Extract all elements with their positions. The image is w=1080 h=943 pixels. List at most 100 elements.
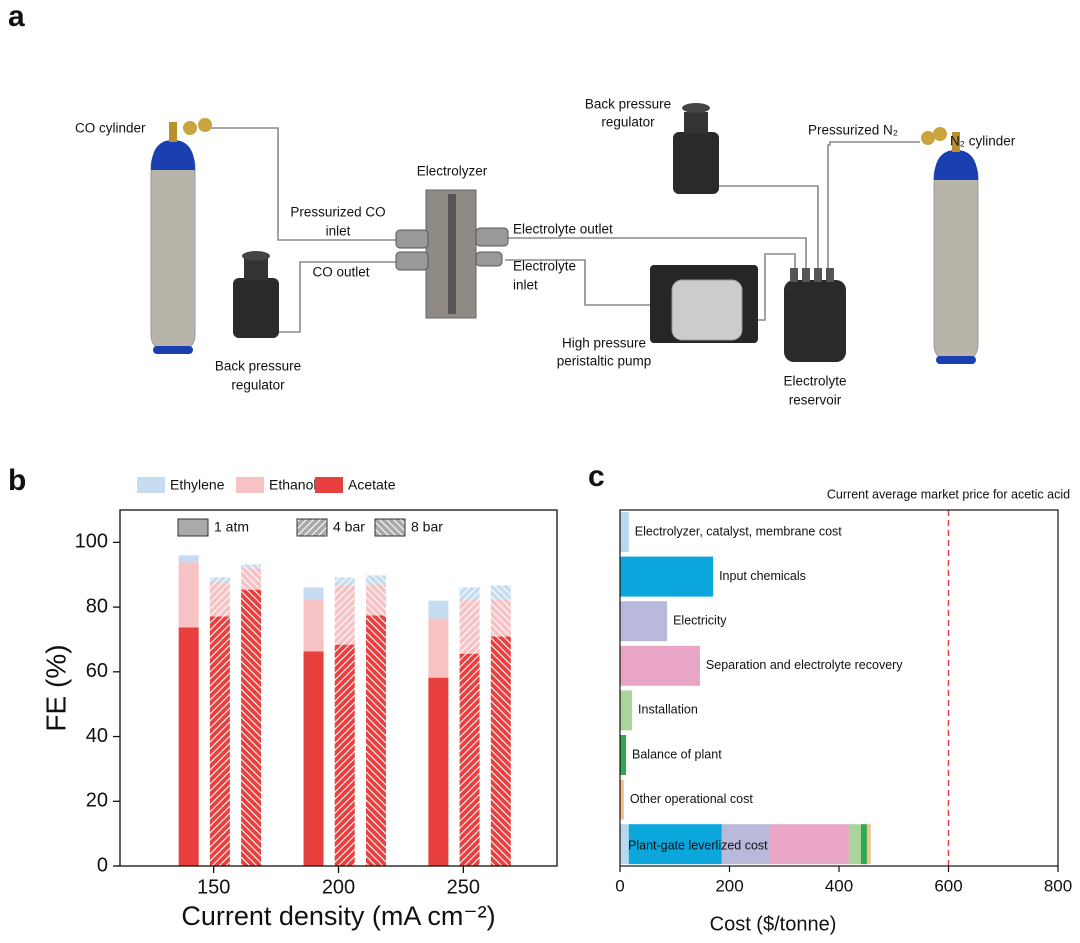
total-segment bbox=[768, 824, 849, 865]
bar-label: Other operational cost bbox=[630, 792, 754, 806]
diagram-label: Back pressure bbox=[585, 97, 671, 112]
valve bbox=[183, 121, 197, 135]
regulator-knob bbox=[244, 258, 268, 280]
x-tick-label: 400 bbox=[825, 876, 853, 895]
total-segment bbox=[721, 824, 769, 865]
legend-swatch bbox=[236, 477, 264, 493]
bar-segment bbox=[428, 677, 449, 866]
tube bbox=[827, 141, 920, 268]
fitting bbox=[790, 268, 798, 282]
tube bbox=[718, 185, 819, 268]
pattern-swatch bbox=[374, 518, 406, 537]
bar-segment bbox=[303, 651, 324, 866]
panel-letter: a bbox=[8, 0, 25, 33]
x-axis-title: Cost ($/tonne) bbox=[710, 913, 837, 935]
diagram-label: peristaltic pump bbox=[557, 354, 652, 369]
bar bbox=[620, 735, 627, 775]
bar bbox=[620, 512, 629, 552]
reservoir bbox=[784, 280, 846, 362]
bar-label: Installation bbox=[638, 703, 698, 717]
panel-letter: c bbox=[588, 460, 605, 493]
legend-label: Acetate bbox=[348, 477, 396, 493]
diagram-label: Pressurized CO bbox=[290, 205, 385, 220]
fitting bbox=[395, 251, 429, 271]
y-tick-label: 80 bbox=[86, 595, 108, 617]
tube bbox=[505, 259, 650, 306]
total-label: Plant-gate leverlized cost bbox=[628, 838, 768, 852]
y-tick-label: 40 bbox=[86, 725, 108, 747]
valve bbox=[933, 127, 947, 141]
diagram-label: regulator bbox=[601, 115, 655, 130]
electrolyzer-membrane bbox=[448, 194, 456, 314]
diagram-label: N₂ cylinder bbox=[950, 134, 1016, 149]
bar-label: Input chemicals bbox=[719, 569, 806, 583]
bar bbox=[620, 645, 700, 686]
bar-segment bbox=[365, 575, 386, 585]
bar-segment bbox=[334, 585, 355, 645]
legend-swatch bbox=[315, 477, 343, 493]
x-tick-label: 200 bbox=[715, 876, 743, 895]
total-segment bbox=[628, 824, 722, 865]
bar-segment bbox=[241, 564, 262, 569]
diagram-label: CO outlet bbox=[312, 265, 369, 280]
pattern-label: 8 bar bbox=[411, 519, 443, 535]
regulator-knob bbox=[242, 251, 270, 261]
cylinder-cap bbox=[934, 150, 978, 180]
bar-segment bbox=[209, 577, 230, 583]
bar-segment bbox=[209, 582, 230, 617]
valve bbox=[921, 131, 935, 145]
diagram-label: reservoir bbox=[789, 393, 842, 408]
regulator bbox=[673, 132, 719, 194]
bar-segment bbox=[209, 616, 230, 866]
diagram-label: Electrolyzer bbox=[417, 164, 488, 179]
tube bbox=[505, 237, 807, 268]
bar-segment bbox=[334, 577, 355, 586]
panel-letter: b bbox=[8, 464, 26, 497]
cylinder-base bbox=[153, 346, 193, 354]
diagram-label: Electrolyte outlet bbox=[513, 222, 613, 237]
x-axis-title: Current density (mA cm⁻²) bbox=[181, 901, 495, 931]
valve bbox=[169, 122, 177, 142]
gas-cylinder bbox=[933, 157, 979, 364]
y-tick-label: 20 bbox=[86, 790, 108, 812]
legend-swatch bbox=[137, 477, 165, 493]
cylinder-base bbox=[936, 356, 976, 364]
bar-segment bbox=[459, 587, 480, 600]
valve bbox=[198, 118, 212, 132]
diagram-label: regulator bbox=[231, 378, 285, 393]
regulator bbox=[233, 278, 279, 338]
x-tick-label: 800 bbox=[1044, 876, 1072, 895]
bar-segment bbox=[241, 568, 262, 590]
bar-segment bbox=[303, 599, 324, 652]
bar-segment bbox=[365, 584, 386, 616]
bar-segment bbox=[459, 653, 480, 866]
fitting bbox=[475, 251, 503, 267]
bar-label: Electricity bbox=[673, 613, 727, 627]
bar-segment bbox=[334, 644, 355, 866]
cylinder-cap bbox=[151, 140, 195, 170]
pump-head bbox=[671, 279, 743, 341]
bar-segment bbox=[241, 589, 262, 866]
valve bbox=[952, 132, 960, 152]
bar-segment bbox=[490, 585, 511, 600]
bar-segment bbox=[178, 562, 199, 628]
bar-segment bbox=[178, 555, 199, 563]
pattern-label: 4 bar bbox=[333, 519, 365, 535]
pattern-swatch bbox=[177, 518, 209, 537]
diagram-label: Pressurized N₂ bbox=[808, 123, 898, 138]
total-segment bbox=[620, 824, 629, 865]
y-tick-label: 100 bbox=[75, 531, 108, 553]
plot-frame bbox=[619, 509, 1059, 867]
bar-segment bbox=[459, 599, 480, 654]
tube bbox=[278, 261, 400, 333]
tube bbox=[755, 253, 796, 321]
tube bbox=[205, 127, 400, 241]
x-tick-label: 150 bbox=[197, 876, 230, 898]
fitting bbox=[802, 268, 810, 282]
diagram-label: High pressure bbox=[562, 336, 646, 351]
diagram-label: CO cylinder bbox=[75, 121, 146, 136]
bar-label: Separation and electrolyte recovery bbox=[706, 658, 903, 672]
bar-segment bbox=[428, 618, 449, 678]
bar bbox=[620, 779, 624, 820]
fitting bbox=[826, 268, 834, 282]
